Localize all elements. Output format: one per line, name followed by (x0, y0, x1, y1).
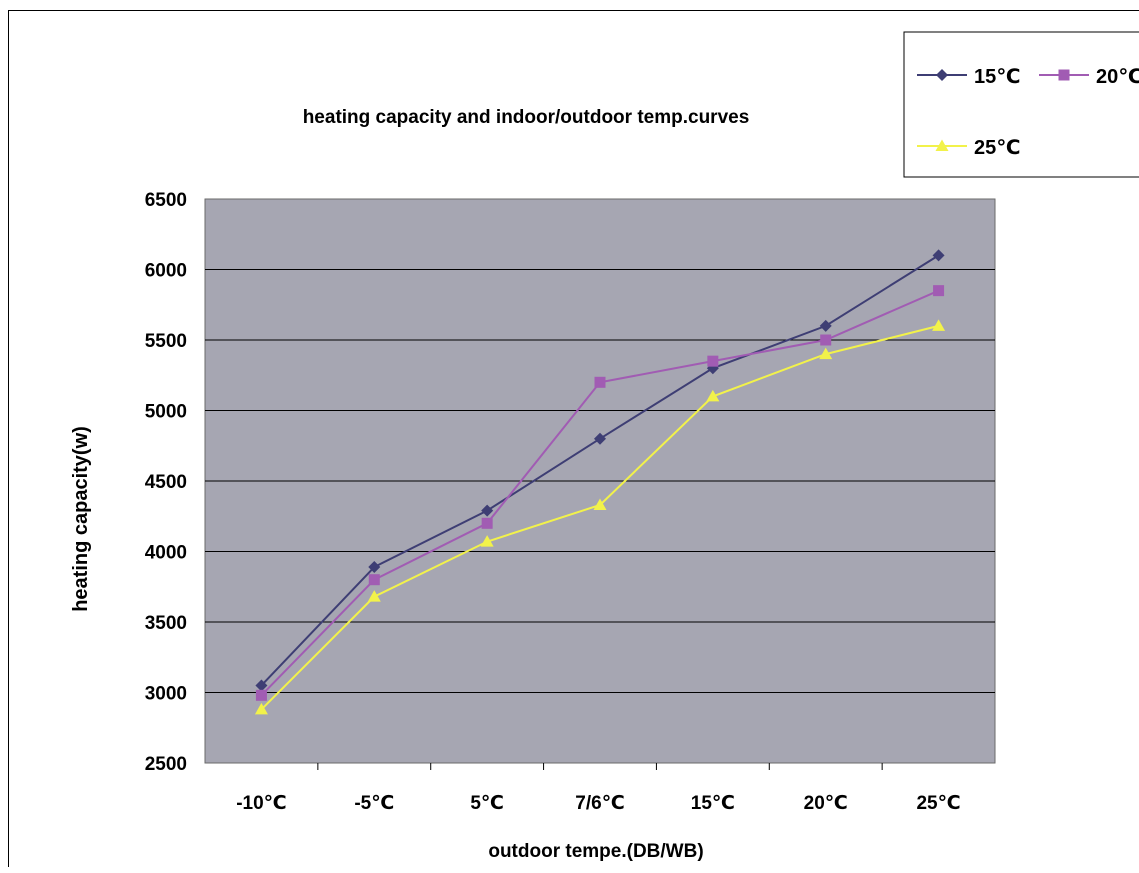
data-point (368, 561, 381, 574)
legend-marker (935, 139, 949, 151)
legend-item: 20℃ (1039, 66, 1139, 88)
legend-marker (1058, 69, 1070, 81)
x-axis-tick-labels: -10℃ -5℃ 5℃ 7/6℃ 15℃ 20℃ 25℃ (236, 793, 960, 814)
data-point (481, 504, 494, 517)
y-tick-label: 2500 (145, 754, 187, 775)
y-tick-label: 5500 (145, 331, 187, 352)
x-tick-label: -5℃ (354, 793, 394, 814)
x-tick-label: 7/6℃ (575, 793, 624, 814)
data-point (367, 590, 381, 602)
x-axis-label: outdoor tempe.(DB/WB) (488, 841, 703, 862)
x-tick-label: -10℃ (236, 793, 286, 814)
legend: 15℃ 20℃ 25℃ (903, 31, 1139, 178)
data-point (255, 689, 267, 701)
data-point (594, 376, 606, 388)
x-tick-label: 25℃ (916, 793, 960, 814)
data-point (933, 285, 945, 297)
x-tick-label: 15℃ (691, 793, 735, 814)
legend-label: 20℃ (1096, 66, 1139, 88)
legend-box (903, 31, 1139, 178)
chart-title: heating capacity and indoor/outdoor temp… (303, 107, 750, 128)
y-tick-label: 3000 (145, 684, 187, 705)
data-point (819, 319, 832, 332)
y-axis-tick-labels: 2500 3000 3500 4000 4500 5000 5500 6000 6500 (145, 190, 187, 775)
data-point (593, 498, 607, 510)
data-point (481, 517, 493, 529)
gridlines (205, 269, 995, 693)
chart-frame: heating capacity and indoor/outdoor temp… (8, 10, 1139, 867)
data-point (594, 432, 606, 445)
y-tick-label: 4000 (145, 543, 187, 564)
y-tick-label: 4500 (145, 472, 187, 493)
legend-item: 25℃ (917, 137, 1020, 159)
data-point (820, 334, 832, 346)
series-1 (255, 285, 945, 701)
x-tick-label: 20℃ (804, 793, 848, 814)
legend-label: 25℃ (974, 137, 1020, 159)
legend-items: 15℃ 20℃ 25℃ (917, 66, 1139, 159)
y-axis-label: heating capacity(w) (70, 426, 92, 612)
legend-label: 15℃ (974, 66, 1020, 88)
data-point (254, 702, 268, 715)
data-point (932, 319, 946, 331)
legend-marker (936, 69, 948, 81)
y-tick-label: 3500 (145, 613, 187, 634)
data-point (480, 535, 494, 547)
x-tick-label: 5℃ (470, 793, 504, 814)
data-point (706, 389, 720, 402)
data-point (368, 574, 380, 586)
legend-item: 15℃ (917, 66, 1020, 88)
series-layer (254, 249, 946, 715)
data-point (819, 347, 833, 360)
y-tick-label: 5000 (145, 402, 187, 423)
series-2 (254, 319, 946, 715)
data-point (932, 249, 945, 262)
series-0 (255, 249, 945, 692)
y-tick-label: 6500 (145, 190, 187, 211)
y-tick-label: 6000 (145, 261, 187, 282)
x-axis-tick-marks (317, 763, 883, 770)
line-chart: heating capacity and indoor/outdoor temp… (70, 31, 1139, 862)
data-point (707, 355, 719, 367)
